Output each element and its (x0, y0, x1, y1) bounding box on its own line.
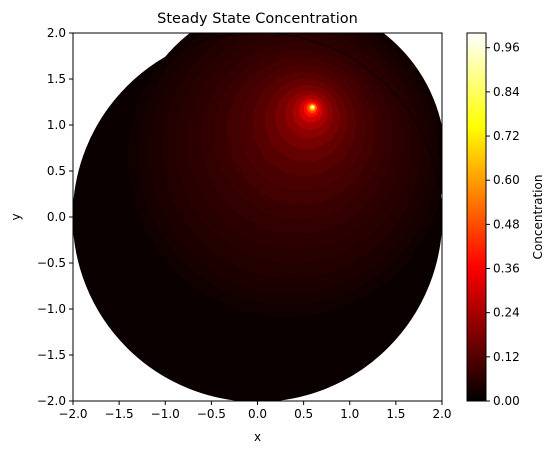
y-tick-label: −1.0 (37, 302, 66, 316)
y-tick-label: −0.5 (37, 256, 66, 270)
colorbar-tick-label: 0.84 (493, 85, 520, 99)
colorbar-tick-label: 0.24 (493, 306, 520, 320)
y-axis: −2.0 −1.5 −1.0 −0.5 0.0 0.5 1.0 1.5 2.0 (37, 26, 73, 408)
y-tick-label: 2.0 (47, 26, 66, 40)
x-tick-label: 0.5 (294, 407, 313, 421)
colorbar-tick-label: 0.72 (493, 129, 520, 143)
x-tick-label: −0.5 (197, 407, 226, 421)
y-tick-label: 0.0 (47, 210, 66, 224)
x-tick-label: 1.0 (340, 407, 359, 421)
colorbar-tick-label: 0.60 (493, 173, 520, 187)
contour-level-21 (311, 105, 314, 109)
colorbar-tick-label: 0.96 (493, 41, 520, 55)
colorbar-ticks: 0.00 0.12 0.24 0.36 0.48 0.60 0.72 0.84 0.96 (486, 41, 520, 408)
x-tick-label: 1.5 (386, 407, 405, 421)
y-tick-label: −2.0 (37, 394, 66, 408)
x-tick-label: −1.0 (151, 407, 180, 421)
x-axis-label: x (254, 430, 261, 444)
colorbar-tick-label: 0.00 (493, 394, 520, 408)
x-tick-label: −1.5 (105, 407, 134, 421)
colorbar-label: Concentration (531, 175, 545, 260)
x-tick-label: −2.0 (58, 407, 87, 421)
y-axis-label: y (9, 213, 23, 220)
y-tick-label: 1.0 (47, 118, 66, 132)
colorbar-tick-label: 0.48 (493, 217, 520, 231)
chart-title: Steady State Concentration (157, 11, 358, 27)
x-tick-label: 0.0 (248, 407, 267, 421)
x-axis: −2.0 −1.5 −1.0 −0.5 0.0 0.5 1.0 1.5 2.0 (58, 401, 452, 421)
colorbar (466, 32, 487, 402)
heatmap-layer (73, 33, 442, 401)
y-tick-label: −1.5 (37, 348, 66, 362)
y-tick-label: 0.5 (47, 164, 66, 178)
colorbar-tick-label: 0.36 (493, 262, 520, 276)
x-tick-label: 2.0 (432, 407, 451, 421)
y-tick-label: 1.5 (47, 72, 66, 86)
colorbar-tick-label: 0.12 (493, 350, 520, 364)
